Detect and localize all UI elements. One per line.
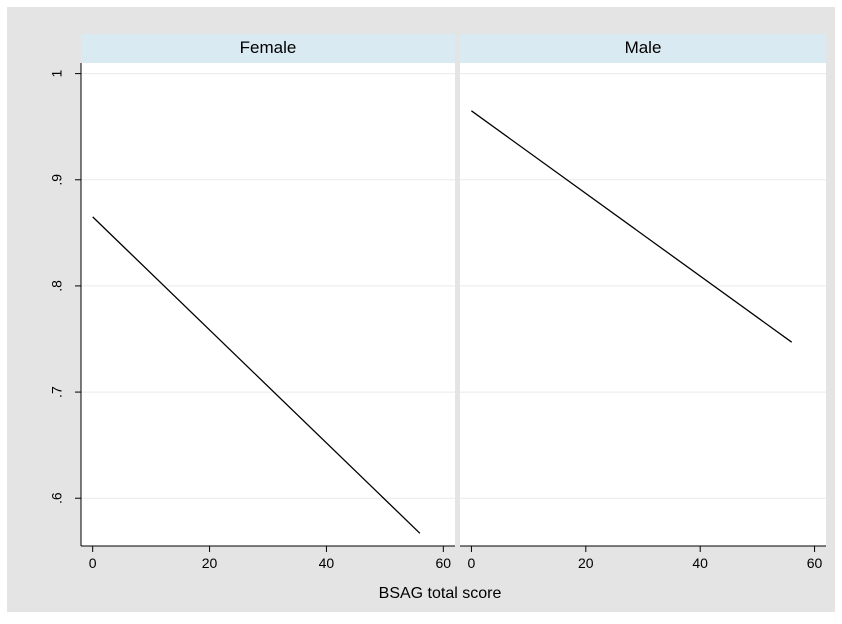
x-tick-label-male-1: 20 (578, 555, 594, 571)
panel-male-gridlines (460, 73, 826, 499)
y-tick-label-0: .6 (49, 492, 65, 504)
series-line-female-0 (92, 216, 421, 534)
panel-female-plot (81, 63, 455, 546)
x-tick-label-female-2: 40 (319, 555, 335, 571)
x-tick-label-male-2: 40 (692, 555, 708, 571)
panel-female-gridlines (81, 73, 455, 499)
y-tick-label-3: .9 (49, 174, 65, 186)
x-tick-label-female-0: 0 (89, 555, 97, 571)
series-line-male-0 (471, 110, 793, 343)
y-axis-ticks: .6 .7 .8 .9 1 (49, 69, 81, 504)
x-tick-label-female-3: 60 (436, 555, 452, 571)
y-tick-label-4: 1 (49, 69, 65, 77)
x-axis-ticks: 0 20 40 60 0 20 40 60 (89, 546, 823, 571)
panel-male-series (471, 110, 793, 343)
panel-male-header (460, 34, 826, 63)
panel-female-header (81, 34, 455, 63)
panel-female-series (92, 216, 421, 534)
y-tick-label-2: .8 (49, 280, 65, 292)
panel-female-title: Female (240, 38, 297, 57)
x-axis-label: BSAG total score (379, 585, 502, 602)
panel-male-plot (460, 63, 826, 546)
y-tick-label-1: .7 (49, 386, 65, 398)
x-tick-label-male-0: 0 (468, 555, 476, 571)
x-tick-label-male-3: 60 (807, 555, 823, 571)
x-tick-label-female-1: 20 (202, 555, 218, 571)
panel-male-title: Male (625, 38, 662, 57)
